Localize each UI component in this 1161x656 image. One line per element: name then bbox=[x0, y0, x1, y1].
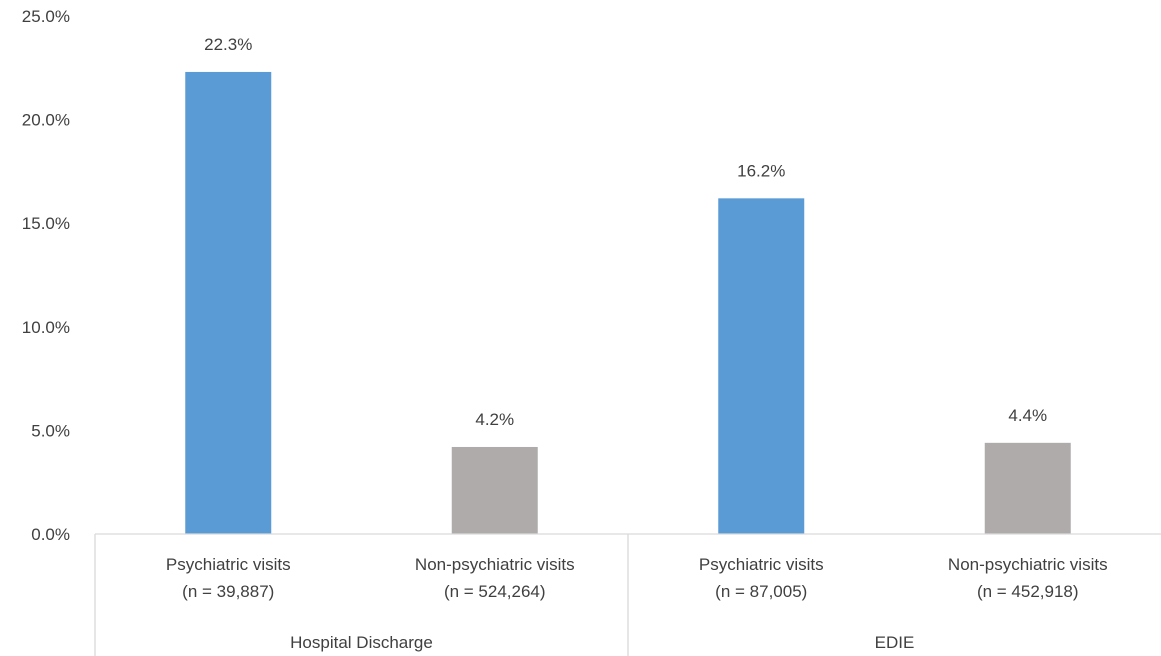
bar bbox=[451, 446, 538, 534]
axis-lines bbox=[94, 533, 1161, 656]
group-labels: Hospital Discharge EDIE bbox=[290, 633, 914, 652]
category-label: Psychiatric visits bbox=[699, 555, 824, 574]
data-label: 4.2% bbox=[475, 410, 514, 429]
bar bbox=[984, 442, 1071, 534]
bar bbox=[718, 198, 805, 534]
y-axis-tick-labels: 0.0% 5.0% 10.0% 15.0% 20.0% 25.0% bbox=[22, 7, 70, 544]
category-labels: Psychiatric visits (n = 39,887) Non-psychi… bbox=[166, 555, 1108, 601]
category-sublabel: (n = 452,918) bbox=[977, 582, 1079, 601]
y-tick-label: 15.0% bbox=[22, 214, 70, 233]
data-labels: 22.3% 4.2% 16.2% 4.4% bbox=[204, 35, 1047, 429]
y-tick-label: 20.0% bbox=[22, 111, 70, 130]
bars bbox=[185, 71, 1071, 534]
category-label: Psychiatric visits bbox=[166, 555, 291, 574]
data-label: 16.2% bbox=[737, 161, 785, 180]
category-label: Non-psychiatric visits bbox=[415, 555, 575, 574]
category-sublabel: (n = 524,264) bbox=[444, 582, 546, 601]
y-tick-label: 10.0% bbox=[22, 318, 70, 337]
y-tick-label: 25.0% bbox=[22, 7, 70, 26]
category-sublabel: (n = 87,005) bbox=[715, 582, 807, 601]
data-label: 4.4% bbox=[1008, 406, 1047, 425]
y-tick-label: 0.0% bbox=[31, 525, 70, 544]
category-label: Non-psychiatric visits bbox=[948, 555, 1108, 574]
category-sublabel: (n = 39,887) bbox=[182, 582, 274, 601]
group-label: Hospital Discharge bbox=[290, 633, 433, 652]
y-tick-label: 5.0% bbox=[31, 421, 70, 440]
group-label: EDIE bbox=[875, 633, 915, 652]
bar bbox=[185, 71, 272, 534]
data-label: 22.3% bbox=[204, 35, 252, 54]
